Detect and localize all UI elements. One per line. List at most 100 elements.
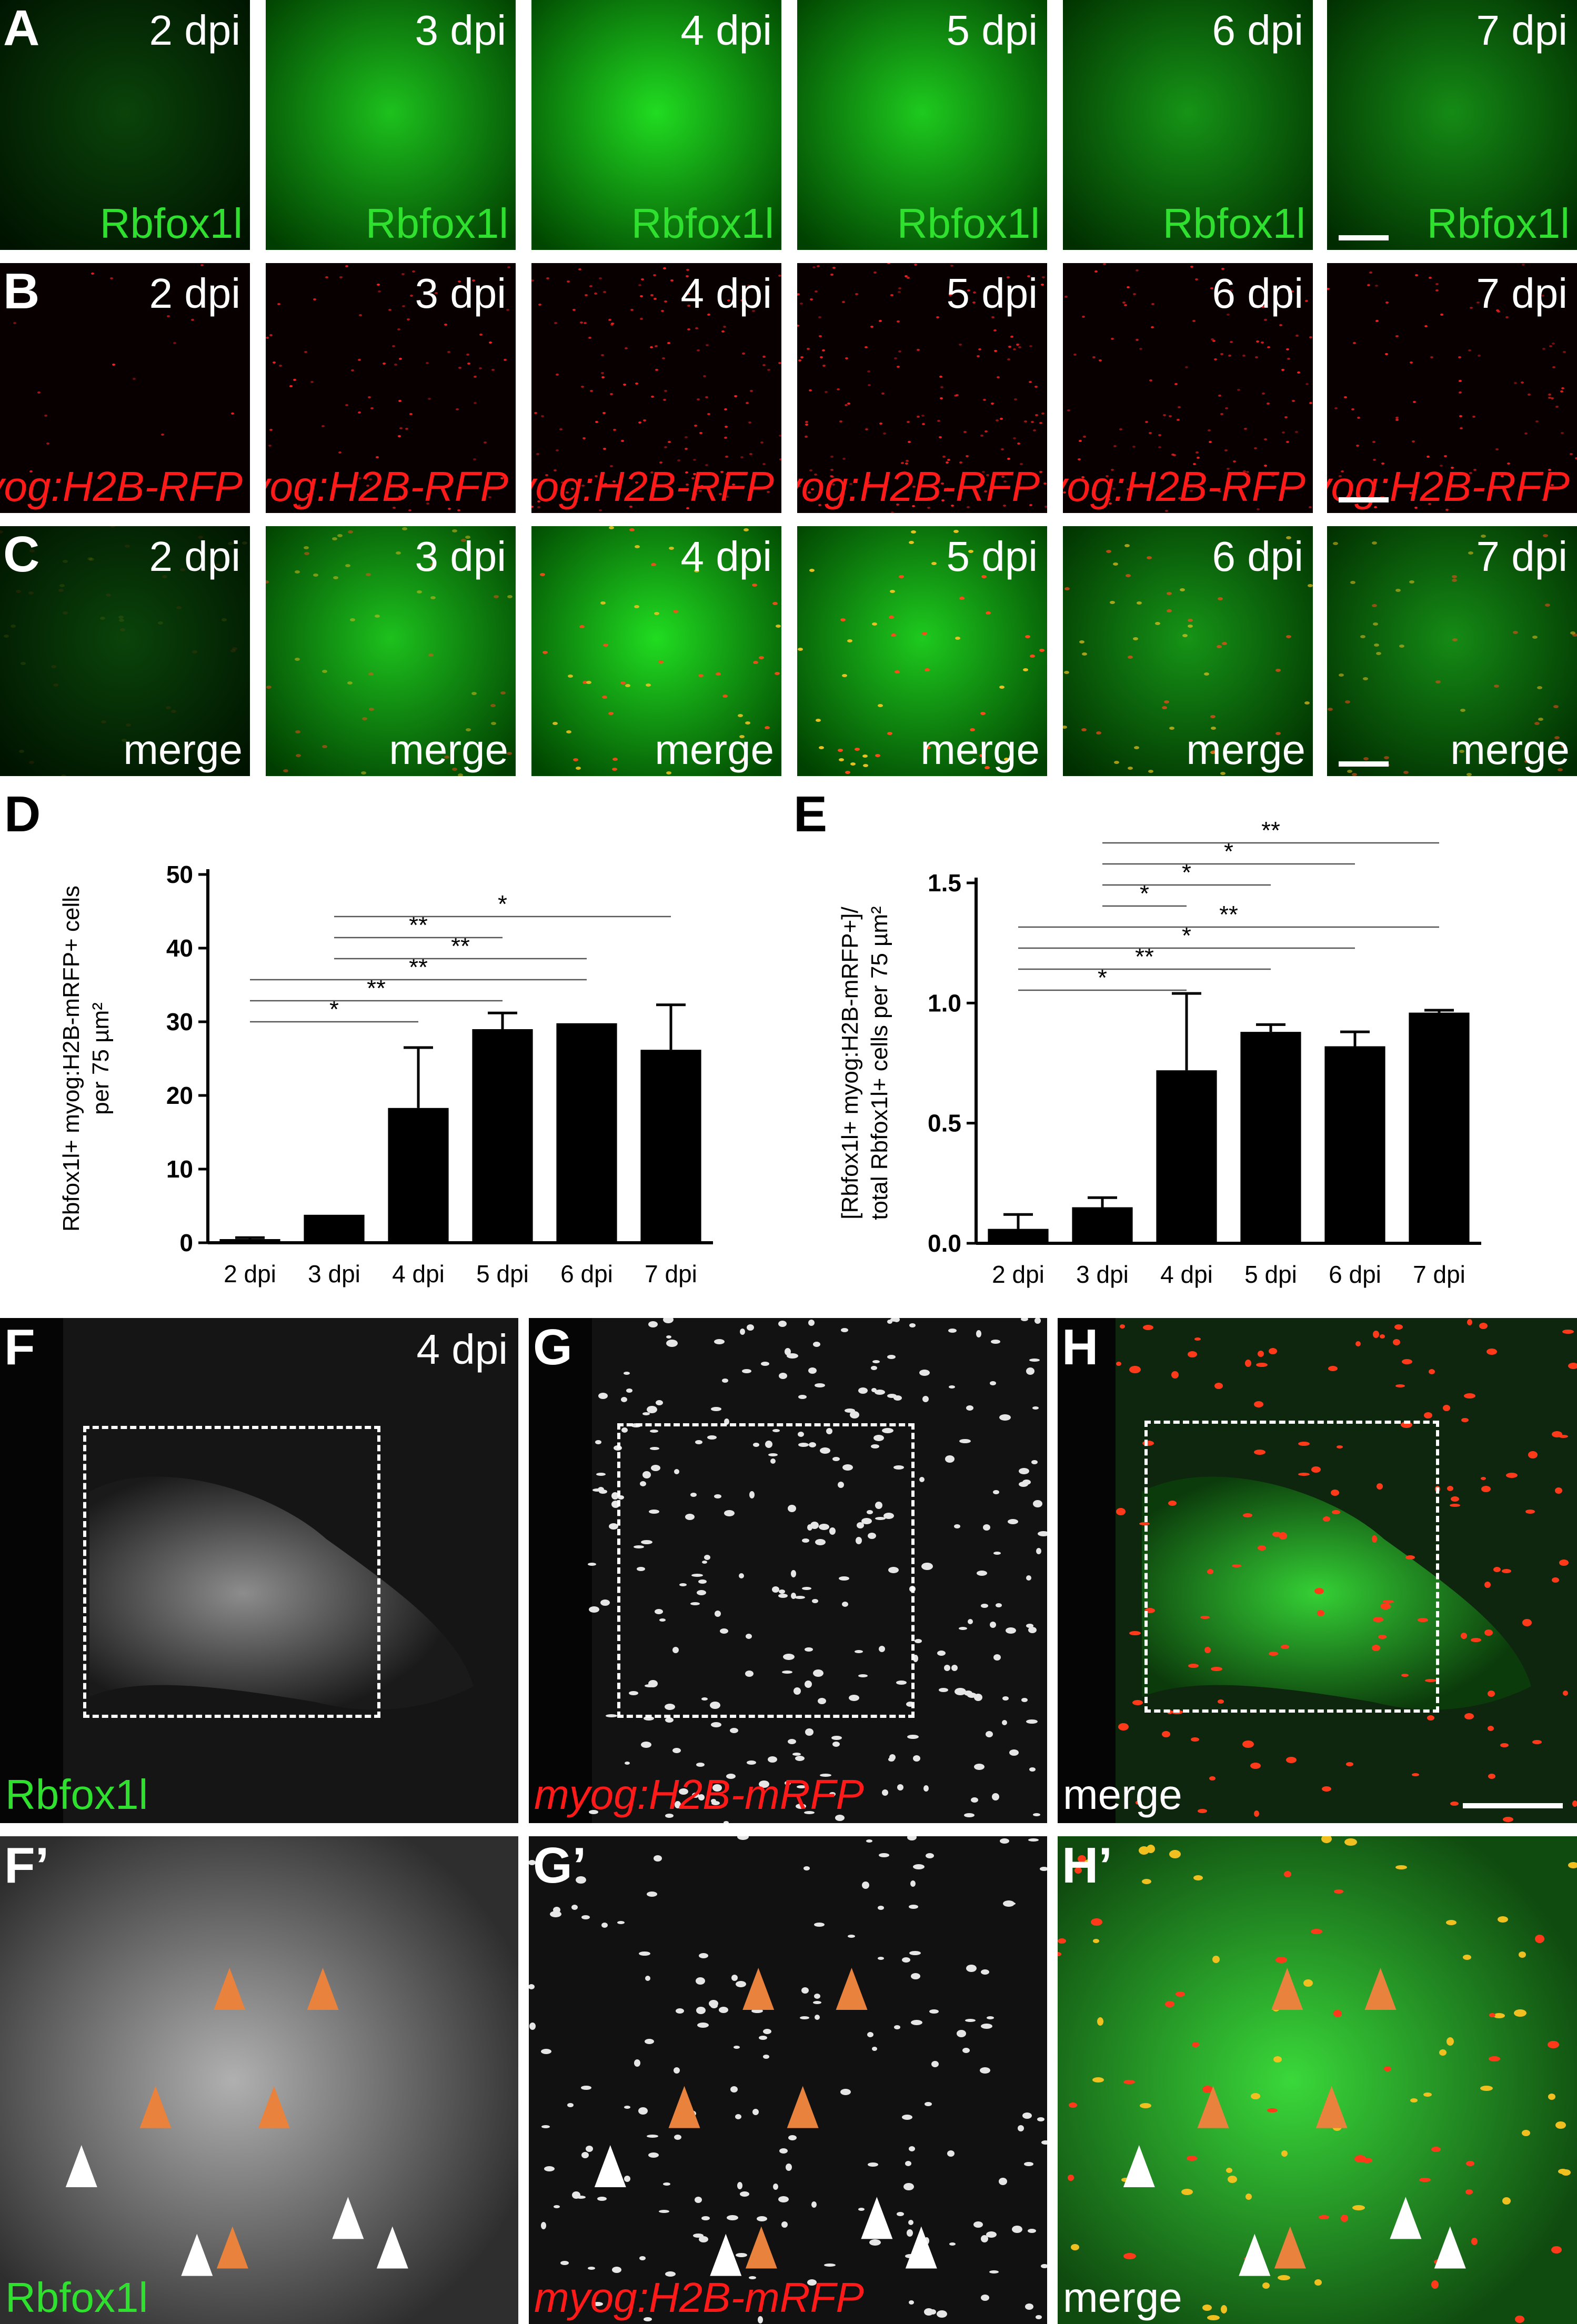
scale-bar [1463,1803,1563,1808]
tissue-image [0,263,250,513]
panel-a-2-dpi: A 2 dpi Rbfox1l [0,0,250,250]
scale-bar [1339,235,1389,240]
panel-g-myog: G myog:H2B-mRFP [529,1318,1047,1823]
significance-stars: * [498,890,507,918]
y-tick-label: 0.5 [928,1110,961,1137]
marker-label: myog:H2B-RFP [266,463,508,510]
orange-arrowhead [1315,2086,1348,2128]
tissue-image [1063,0,1313,250]
x-tick-label: 2 dpi [992,1261,1044,1288]
bar-4-dpi [388,1108,449,1243]
tissue-image [797,0,1047,250]
panel-letter-a: A [3,0,40,56]
marker-label: merge [1063,1771,1182,1818]
bar-4-dpi [1156,1070,1217,1243]
bar-7-dpi [640,1050,701,1243]
white-arrowhead [861,2197,893,2239]
bar-3-dpi [304,1214,365,1243]
significance-stars: * [1182,922,1191,949]
white-arrowhead [332,2197,364,2239]
panel-b-4-dpi: 4 dpi myog:H2B-RFP [531,263,781,513]
x-tick-label: 7 dpi [1413,1261,1465,1288]
marker-label: merge [1450,726,1570,773]
tissue-image [1063,263,1313,513]
significance-stars: * [1098,964,1107,991]
y-tick-label: 1.0 [928,989,961,1017]
tissue-image [797,526,1047,776]
orange-arrowhead [139,2086,172,2128]
white-arrowhead [1390,2197,1422,2239]
timepoint-label: 7 dpi [1476,7,1568,54]
chart-d-cells-per-area: 0 10 20 30 40 50 2 dpi 3 dpi 4 dpi 5 dpi 6 dpi 7 dp… [58,861,713,1287]
timepoint-label: 3 dpi [415,7,506,54]
panel-letter-g-prime: G’ [533,1837,587,1894]
x-tick-label: 7 dpi [645,1260,697,1287]
x-tick-label: 2 dpi [224,1260,276,1287]
y-tick-label: 30 [166,1008,193,1035]
bar-5-dpi [472,1029,533,1243]
orange-arrowhead [1197,2086,1229,2128]
orange-arrowhead [836,1967,868,2010]
orange-arrowhead [1274,2226,1306,2269]
white-arrowhead [594,2145,626,2188]
panel-c-5-dpi: 5 dpi merge [797,526,1047,776]
panel-c-3-dpi: 3 dpi merge [266,526,516,776]
white-arrowhead [1239,2234,1271,2276]
x-tick-label: 5 dpi [476,1260,529,1287]
white-arrowhead [710,2234,742,2276]
orange-arrowhead [214,1967,246,2010]
tissue-image [531,0,781,250]
tissue-image [266,526,516,776]
panel-b-5-dpi: 5 dpi myog:H2B-RFP [797,263,1047,513]
scale-bar [1339,497,1389,502]
timepoint-label: 4 dpi [680,533,772,580]
bar-7-dpi [1409,1012,1470,1243]
bar-3-dpi [1072,1207,1133,1243]
marker-label: Rbfox1l [365,200,508,247]
significance-stars: * [329,995,339,1023]
significance-stars: ** [1261,817,1280,844]
region-of-interest-box [83,1426,380,1718]
x-tick-label: 5 dpi [1244,1261,1297,1288]
y-axis-label: per 75 µm² [88,1002,114,1115]
tissue-image [266,0,516,250]
panel-letter-b: B [3,263,40,319]
marker-label: merge [1186,726,1305,773]
tissue-image [266,263,516,513]
tissue-image [1327,0,1577,250]
tissue-image [1058,1836,1577,2324]
bar-2-dpi [219,1239,280,1243]
x-tick-label: 4 dpi [1160,1261,1213,1288]
tissue-image [797,263,1047,513]
x-tick-label: 3 dpi [308,1260,360,1287]
timepoint-label: 3 dpi [415,270,506,317]
panel-a-4-dpi: 4 dpi Rbfox1l [531,0,781,250]
panel-letter-f: F [4,1319,35,1375]
timepoint-label: 5 dpi [946,270,1038,317]
timepoint-label: 2 dpi [149,533,240,580]
x-tick-label: 4 dpi [392,1260,445,1287]
orange-arrowhead [307,1967,339,2010]
region-of-interest-box [617,1423,915,1718]
panel-a-6-dpi: 6 dpi Rbfox1l [1063,0,1313,250]
tissue-image [63,1318,518,1823]
y-axis-label: [Rbfox1l+ myog:H2B-mRFP+]/ [837,907,863,1220]
white-arrowhead [905,2226,937,2269]
orange-arrowhead [1271,1967,1303,2010]
panel-f-rbfox1l: F 4 dpi Rbfox1l [0,1318,518,1823]
tissue-image [1327,263,1577,513]
timepoint-label: 6 dpi [1212,533,1303,580]
panel-a-7-dpi: 7 dpi Rbfox1l [1327,0,1577,250]
orange-arrowhead [742,1967,775,2010]
orange-arrowhead [258,2086,290,2128]
timepoint-label: 5 dpi [946,533,1038,580]
significance-stars: ** [367,974,386,1002]
timepoint-label: 5 dpi [946,7,1038,54]
panel-h-merge: H merge [1058,1318,1577,1823]
panel-a-5-dpi: 5 dpi Rbfox1l [797,0,1047,250]
y-tick-label: 1.5 [928,869,961,897]
marker-label: Rbfox1l [5,2274,148,2321]
timepoint-label: 7 dpi [1476,270,1568,317]
timepoint-label: 6 dpi [1212,270,1303,317]
panel-c-4-dpi: 4 dpi merge [531,526,781,776]
